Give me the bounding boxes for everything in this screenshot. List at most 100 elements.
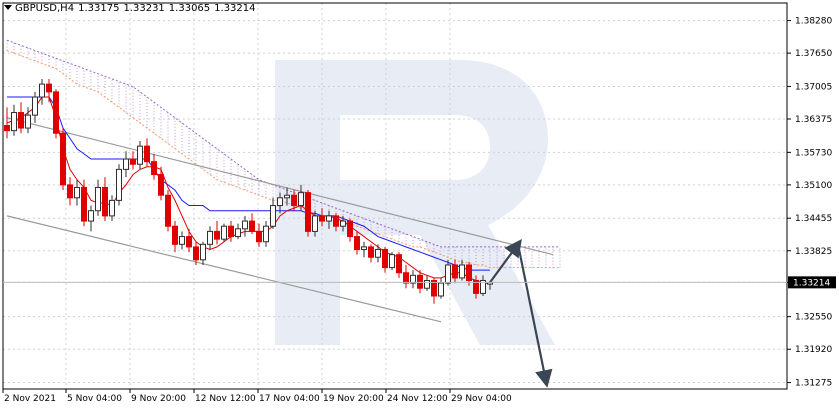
candle-body — [242, 220, 248, 230]
y-tick-label: 1.35730 — [795, 148, 832, 158]
x-axis: 2 Nov 2021 5 Nov 04:00 9 Nov 20:00 12 Nov 1… — [2, 389, 512, 404]
candle-body — [39, 83, 45, 98]
candle-body — [284, 194, 290, 199]
candle-body — [179, 236, 185, 245]
y-tick-label: 1.33825 — [795, 247, 832, 257]
candle-body — [256, 230, 262, 243]
candle-body — [340, 220, 346, 227]
candle-body — [144, 145, 150, 163]
kijun-line — [7, 96, 490, 271]
y-tick-label: 1.31275 — [795, 379, 832, 389]
x-tick-label: 19 Nov 20:00 — [323, 394, 384, 404]
current-price-box — [788, 276, 836, 289]
open-value: 1.33175 — [78, 3, 120, 14]
y-tick-label: 1.34455 — [795, 214, 832, 224]
candle-body — [361, 246, 367, 250]
watermark-r-icon — [275, 60, 555, 345]
candle-body — [53, 91, 59, 134]
candle-body — [480, 279, 486, 294]
candle-body — [473, 279, 479, 294]
y-tick-label: 1.37650 — [795, 49, 832, 59]
candle-body — [368, 246, 374, 258]
candle-body — [200, 243, 206, 261]
candle-body — [277, 197, 283, 207]
candle-body — [165, 194, 171, 227]
candle-body — [186, 236, 192, 248]
current-price-tag: 1.33214 — [3, 276, 836, 289]
candle-body — [319, 215, 325, 222]
candle-body — [123, 158, 129, 170]
candle-body — [81, 186, 87, 222]
x-tick-label: 9 Nov 20:00 — [131, 394, 186, 404]
candle-body — [151, 161, 157, 176]
forecast-up-arrow — [489, 238, 522, 283]
candle-body — [417, 274, 423, 289]
current-price-label: 1.33214 — [793, 278, 830, 288]
candle-body — [25, 114, 31, 129]
candle-body — [305, 192, 311, 232]
candle-body — [60, 132, 66, 186]
candle-body — [347, 220, 353, 238]
candle-body — [263, 225, 269, 243]
candle-body — [67, 184, 73, 199]
x-tick-label: 24 Nov 12:00 — [387, 394, 448, 404]
y-tick-label: 1.37005 — [795, 82, 832, 92]
senkou-span-b — [6, 39, 560, 248]
triangle-down-icon[interactable] — [4, 5, 12, 10]
candle-body — [333, 215, 339, 227]
plot-border — [2, 2, 788, 390]
candle-body — [354, 236, 360, 250]
candle-body — [221, 225, 227, 240]
close-value: 1.33214 — [214, 3, 256, 14]
y-tick-label: 1.36375 — [795, 115, 832, 125]
channel-upper-line — [6, 117, 554, 256]
candle-body — [95, 186, 101, 212]
candle-body — [424, 279, 430, 289]
candle-body — [102, 186, 108, 217]
candle-body — [403, 272, 409, 284]
candle-body — [389, 254, 395, 269]
candle-body — [137, 145, 143, 165]
candle-body — [46, 83, 52, 93]
candle-body — [298, 192, 304, 207]
y-tick-label: 1.38280 — [795, 17, 832, 27]
x-tick-label: 29 Nov 04:00 — [451, 394, 512, 404]
symbol-label: GBPUSD,H4 — [15, 3, 75, 14]
candle-body — [326, 215, 332, 222]
candle-body — [116, 168, 122, 201]
chart-frame — [2, 2, 788, 390]
x-tick-label: 17 Nov 04:00 — [259, 394, 320, 404]
candle-body — [382, 248, 388, 269]
candle-body — [172, 225, 178, 245]
candle-body — [270, 205, 276, 227]
candle-body — [4, 124, 10, 132]
candle-body — [375, 248, 381, 258]
candle-body — [235, 228, 241, 238]
candle-body — [11, 112, 17, 132]
y-tick-label: 1.31920 — [795, 345, 832, 355]
candle-body — [459, 264, 465, 279]
high-value: 1.33231 — [123, 3, 165, 14]
forecast-arrow — [489, 238, 553, 388]
x-tick-label: 12 Nov 12:00 — [195, 394, 256, 404]
candle-body — [109, 199, 115, 217]
y-axis: 1.38280 1.37650 1.37005 1.36375 1.35730 1.351… — [787, 17, 832, 389]
candle-body — [74, 186, 80, 199]
candle-body — [214, 230, 220, 240]
candle-body — [18, 112, 24, 129]
forecast-down-arrow — [516, 244, 553, 388]
low-value: 1.33065 — [168, 3, 211, 14]
watermark-logo — [275, 60, 555, 345]
candle-body — [158, 174, 164, 196]
y-tick-label: 1.32550 — [795, 313, 832, 323]
x-tick-label: 5 Nov 04:00 — [67, 394, 122, 404]
candle-body — [466, 264, 472, 281]
channel-lines — [6, 117, 554, 323]
candles — [4, 78, 493, 304]
kijun-sen — [7, 96, 490, 271]
candle-body — [130, 158, 136, 165]
candle-body — [452, 264, 458, 279]
candle-body — [228, 225, 234, 238]
candle-body — [438, 282, 444, 297]
